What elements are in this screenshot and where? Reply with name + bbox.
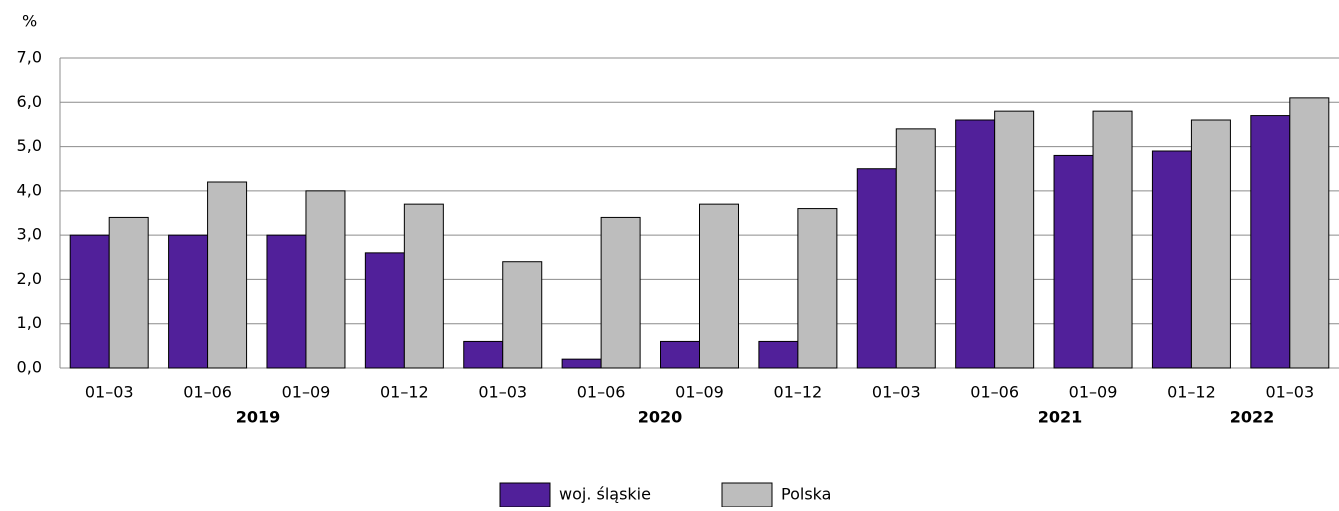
x-tick-label: 01–12	[1167, 383, 1216, 402]
x-tick-label: 01–03	[1265, 383, 1314, 402]
y-tick-label: 1,0	[17, 313, 42, 332]
x-tick-label: 01–06	[970, 383, 1019, 402]
bar	[699, 203, 739, 369]
bar	[600, 216, 641, 369]
y-tick-label: 5,0	[17, 136, 42, 155]
y-tick-label: 0,0	[17, 358, 42, 377]
bar	[758, 340, 799, 369]
bar	[856, 168, 897, 369]
y-axis-label: %	[22, 12, 37, 31]
year-label: 2019	[236, 408, 281, 427]
bar	[463, 340, 504, 369]
x-tick-label: 01–09	[1069, 383, 1118, 402]
bar	[797, 208, 838, 369]
x-tick-label: 01–12	[774, 383, 823, 402]
y-tick-label: 6,0	[17, 92, 42, 111]
bar	[168, 234, 209, 369]
bar	[108, 216, 149, 369]
bar	[1289, 97, 1330, 369]
bar	[207, 181, 248, 369]
bar	[660, 340, 700, 369]
bar	[895, 128, 936, 369]
year-label: 2020	[638, 408, 683, 427]
x-tick-label: 01–09	[675, 383, 724, 402]
legend-label: Polska	[781, 485, 831, 504]
x-tick-label: 01–06	[577, 383, 626, 402]
y-tick-label: 2,0	[17, 269, 42, 288]
year-label: 2022	[1230, 408, 1275, 427]
x-tick-label: 01–09	[282, 383, 331, 402]
bar	[502, 261, 543, 369]
bar	[364, 252, 405, 369]
legend-label: woj. śląskie	[559, 485, 651, 504]
y-tick-label: 4,0	[17, 180, 42, 199]
x-tick-label: 01–03	[85, 383, 134, 402]
x-tick-label: 01–06	[183, 383, 232, 402]
legend-swatch	[721, 482, 773, 508]
x-tick-label: 01–03	[872, 383, 921, 402]
bar	[69, 234, 110, 369]
y-tick-label: 7,0	[17, 48, 42, 67]
bar	[266, 234, 307, 369]
bar	[955, 119, 996, 369]
x-tick-label: 01–03	[478, 383, 527, 402]
bar	[1190, 119, 1231, 369]
bar	[561, 358, 602, 369]
bar	[305, 190, 346, 369]
bar	[994, 110, 1035, 369]
bar	[403, 203, 444, 369]
x-tick-label: 01–12	[380, 383, 429, 402]
legend-swatch	[499, 482, 551, 508]
bar	[1151, 150, 1192, 369]
bar	[1092, 110, 1133, 369]
year-label: 2021	[1038, 408, 1083, 427]
bar	[1053, 154, 1094, 369]
y-tick-label: 3,0	[17, 225, 42, 244]
bar	[1250, 115, 1291, 369]
